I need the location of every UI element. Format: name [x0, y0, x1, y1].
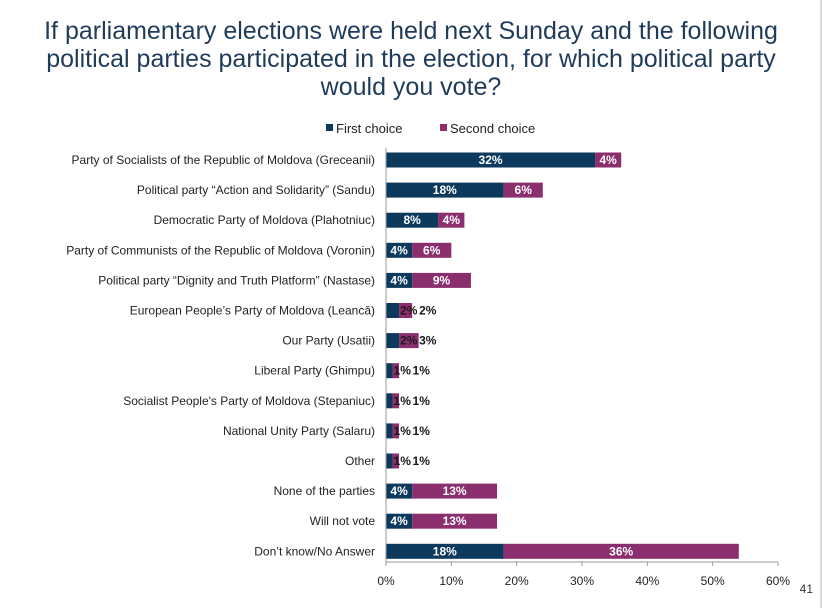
chart-title: If parliamentary elections were held nex… [44, 17, 778, 101]
category-label: European People’s Party of Moldova (Lean… [130, 304, 375, 318]
bar-second-choice [412, 242, 452, 258]
data-label-second-choice: 13% [443, 484, 467, 498]
category-label: Political party “Dignity and Truth Platf… [98, 273, 375, 287]
data-label-second-choice: 3% [419, 334, 437, 348]
legend-label-second-choice: Second choice [450, 121, 535, 136]
bar-first-choice [386, 182, 504, 198]
bar-second-choice [503, 182, 543, 198]
data-label-first-choice: 4% [390, 243, 408, 257]
legend-label-first-choice: First choice [336, 121, 402, 136]
x-tick-label: 40% [635, 574, 659, 588]
bar-second-choice [595, 152, 622, 168]
bar-first-choice [386, 393, 393, 409]
x-tick-label: 60% [766, 574, 790, 588]
data-label-first-choice: 18% [433, 183, 457, 197]
data-label-first-choice: 4% [390, 484, 408, 498]
data-label-first-choice: 2% [400, 334, 418, 348]
category-label: Political party “Action and Solidarity” … [137, 183, 375, 197]
x-tick-label: 30% [570, 574, 594, 588]
bar-first-choice [386, 513, 413, 529]
data-label-first-choice: 2% [400, 304, 418, 318]
bar-second-choice [399, 333, 419, 349]
category-label: National Unity Party (Salaru) [223, 424, 375, 438]
data-label-second-choice: 1% [413, 364, 431, 378]
category-label: None of the parties [274, 484, 375, 498]
x-tick-label: 10% [439, 574, 463, 588]
bar-first-choice [386, 453, 393, 469]
data-label-first-choice: 4% [390, 273, 408, 287]
bar-first-choice [386, 333, 400, 349]
data-label-first-choice: 4% [390, 514, 408, 528]
bar-second-choice [392, 453, 400, 469]
bar-first-choice [386, 483, 413, 499]
category-label: Democratic Party of Moldova (Plahotniuc) [154, 213, 375, 227]
legend-swatch-first-choice [326, 124, 333, 131]
bar-first-choice [386, 303, 400, 318]
category-label: Don’t know/No Answer [254, 544, 375, 558]
x-tick-label: 20% [505, 574, 529, 588]
bar-second-choice [438, 212, 465, 228]
data-label-second-choice: 4% [443, 213, 461, 227]
chart-legend: First choice Second choice [326, 121, 535, 136]
data-label-first-choice: 8% [403, 213, 421, 227]
bar-second-choice [392, 393, 400, 409]
category-label: Other [345, 454, 375, 468]
data-label-second-choice: 4% [599, 153, 617, 167]
data-label-first-choice: 1% [394, 364, 412, 378]
bar-second-choice [392, 423, 400, 439]
data-label-first-choice: 18% [433, 544, 457, 558]
data-label-first-choice: 1% [394, 454, 412, 468]
x-tick-label: 50% [701, 574, 725, 588]
bar-second-choice [412, 272, 471, 288]
category-label: Socialist People's Party of Moldova (Ste… [123, 394, 375, 408]
bar-second-choice [412, 483, 498, 499]
data-label-second-choice: 1% [413, 454, 431, 468]
data-label-second-choice: 6% [423, 243, 441, 257]
bar-first-choice [386, 152, 596, 168]
bar-first-choice [386, 272, 413, 288]
slide-edge-divider [820, 0, 822, 608]
category-label: Will not vote [310, 514, 376, 528]
data-label-first-choice: 1% [394, 424, 412, 438]
category-labels: Party of Socialists of the Republic of M… [66, 153, 375, 558]
bar-second-choice [399, 303, 413, 318]
data-label-first-choice: 32% [479, 153, 503, 167]
bar-first-choice [386, 212, 439, 228]
bar-second-choice [412, 513, 498, 529]
bar-first-choice [386, 543, 504, 559]
bar-first-choice [386, 423, 393, 439]
page-number: 41 [799, 582, 813, 596]
data-label-second-choice: 1% [413, 424, 431, 438]
x-axis: 0% 10% 20% 30% 40% 50% 60% [377, 148, 790, 588]
category-label: Party of Socialists of the Republic of M… [72, 153, 375, 167]
x-tick-label: 0% [377, 574, 395, 588]
bar-first-choice [386, 363, 393, 379]
category-label: Party of Communists of the Republic of M… [66, 243, 375, 257]
bar-second-choice [392, 363, 400, 379]
data-label-second-choice: 13% [443, 514, 467, 528]
data-label-second-choice: 6% [515, 183, 533, 197]
category-label: Our Party (Usatii) [282, 334, 375, 348]
data-label-second-choice: 2% [419, 304, 437, 318]
category-label: Liberal Party (Ghimpu) [254, 364, 375, 378]
bars-group: 32% 4%18% 6%8% 4%4% 6%4% 9%2% 2%2% 3%1% 1%1% 1%1%… [386, 152, 739, 559]
legend-swatch-second-choice [440, 124, 447, 131]
data-label-first-choice: 1% [394, 394, 412, 408]
bar-first-choice [386, 242, 413, 258]
bar-second-choice [503, 543, 739, 559]
data-label-second-choice: 1% [413, 394, 431, 408]
data-label-second-choice: 36% [609, 544, 633, 558]
data-label-second-choice: 9% [433, 273, 451, 287]
